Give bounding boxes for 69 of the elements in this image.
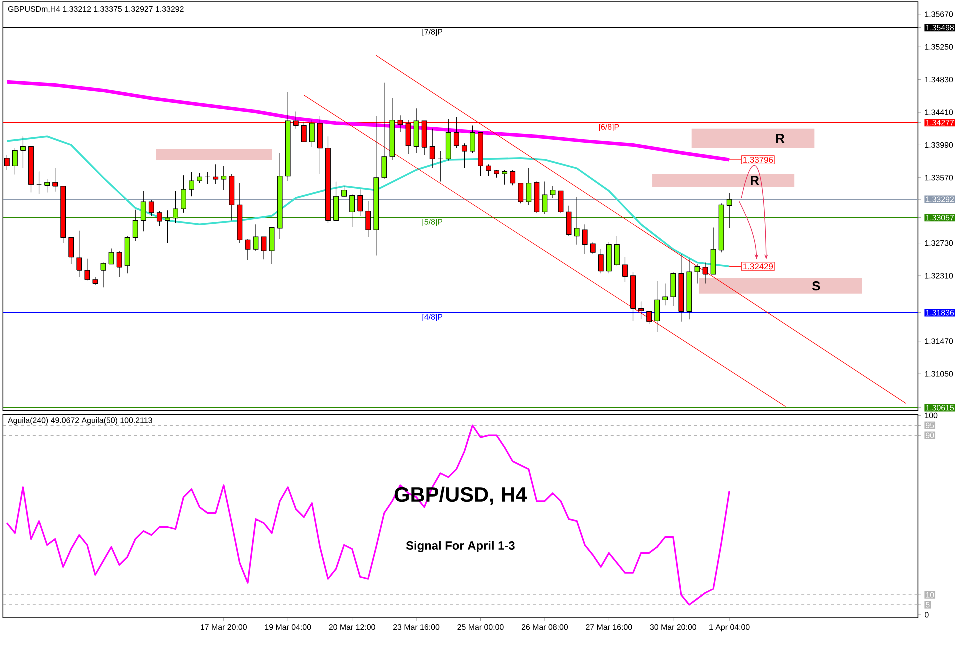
candlestick [148, 200, 154, 216]
band-label: S [812, 282, 820, 291]
candlestick [205, 172, 211, 184]
candlestick [654, 281, 660, 332]
candlestick [646, 312, 652, 325]
candlestick [52, 168, 58, 192]
candlestick [702, 262, 708, 284]
candlestick [68, 238, 74, 265]
candlestick [76, 230, 82, 278]
candlestick [269, 227, 275, 265]
candlestick [12, 148, 18, 176]
candlestick [173, 190, 178, 224]
candlestick [438, 151, 444, 182]
candlestick [350, 194, 356, 228]
candlestick [462, 143, 468, 169]
candlestick [518, 183, 524, 204]
candlestick [502, 170, 508, 186]
candlestick [116, 250, 122, 278]
candlestick [261, 236, 267, 260]
candlestick [36, 171, 42, 195]
candlestick [430, 128, 436, 169]
candlestick [156, 211, 162, 227]
candlestick [566, 206, 572, 237]
candlestick [366, 201, 372, 238]
candlestick [132, 210, 138, 242]
candlestick [622, 257, 628, 283]
candlestick [558, 190, 564, 214]
candlestick [590, 242, 596, 255]
candlestick [598, 249, 604, 274]
candlestick [253, 224, 259, 252]
candlestick [245, 239, 251, 261]
line-series [5, 80, 732, 162]
candlestick [470, 125, 476, 154]
candlestick [614, 236, 620, 266]
candlestick [638, 301, 644, 320]
candlestick [189, 172, 194, 197]
band-label: R [751, 176, 760, 186]
candlestick [181, 175, 186, 214]
annotation: 1.33796 [744, 157, 774, 164]
candlestick [662, 284, 668, 306]
candlestick [197, 172, 203, 184]
candlestick [44, 179, 50, 194]
candlestick [358, 189, 364, 216]
line-series [6, 424, 730, 606]
candlestick [670, 272, 676, 307]
candlestick [542, 182, 548, 215]
candlestick [165, 210, 170, 244]
candlestick [510, 170, 516, 186]
text: Signal For April 1-3 [406, 541, 515, 552]
candlestick [108, 248, 114, 265]
line-series [6, 136, 730, 268]
candlestick [726, 192, 732, 228]
candlestick [550, 186, 556, 198]
candlestick [84, 258, 90, 282]
candlestick [100, 262, 106, 288]
candlestick [309, 120, 315, 148]
candlestick [526, 168, 532, 206]
candlestick [342, 186, 347, 198]
candlestick [574, 197, 580, 246]
annotation: 1.32429 [744, 264, 774, 270]
candlestick [486, 164, 492, 177]
candlestick [213, 164, 219, 184]
candlestick [221, 166, 227, 191]
candlestick [582, 224, 588, 255]
candlestick [694, 264, 700, 284]
candlestick [20, 136, 26, 169]
candlestick [382, 82, 388, 180]
band-label: R [776, 134, 785, 144]
candlestick [140, 190, 146, 232]
